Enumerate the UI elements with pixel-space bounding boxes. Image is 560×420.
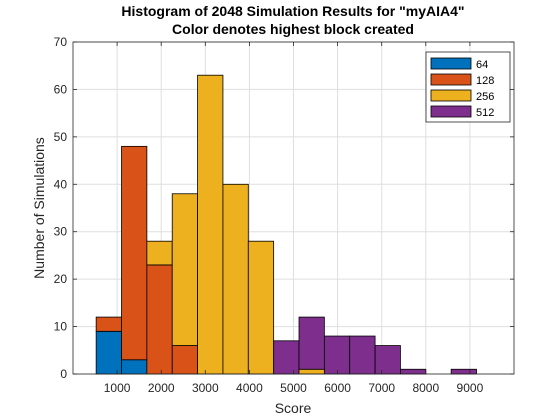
bar-512: [450, 368, 477, 375]
bar-512: [374, 345, 401, 375]
legend-label-256: 256: [476, 91, 494, 103]
bar-64: [121, 359, 148, 375]
bars: [95, 74, 477, 375]
y-tick-label: 50: [54, 130, 68, 144]
y-tick-label: 0: [60, 367, 67, 381]
bar-256: [222, 183, 249, 375]
chart-subtitle: Color denotes highest block created: [172, 21, 414, 37]
legend-label-512: 512: [476, 107, 494, 119]
bar-512: [349, 335, 376, 375]
bar-128: [171, 345, 198, 375]
x-tick-label: 5000: [280, 381, 307, 395]
bar-256: [298, 368, 325, 375]
x-tick-label: 4000: [236, 381, 263, 395]
y-tick-label: 40: [54, 177, 68, 191]
x-tick-label: 6000: [324, 381, 351, 395]
legend-swatch-128: [430, 73, 472, 86]
y-tick-labels: 0 10 20 30 40 50 60 70: [54, 35, 68, 381]
y-tick-label: 60: [54, 82, 68, 96]
y-tick-label: 70: [54, 35, 68, 49]
x-tick-label: 7000: [368, 381, 395, 395]
x-tick-label: 2000: [148, 381, 175, 395]
legend-label-64: 64: [476, 59, 488, 71]
legend: 64 128 256 512: [425, 51, 511, 123]
y-tick-label: 10: [54, 320, 68, 334]
bar-256: [171, 193, 198, 346]
chart-title: Histogram of 2048 Simulation Results for…: [121, 3, 464, 19]
bar-512: [400, 368, 427, 375]
x-tick-label: 8000: [412, 381, 439, 395]
bar-512: [298, 316, 325, 370]
bar-128: [121, 145, 148, 361]
bar-64: [95, 330, 122, 375]
legend-swatch-256: [430, 89, 472, 102]
legend-label-128: 128: [476, 75, 494, 87]
legend-swatch-64: [430, 57, 472, 70]
y-tick-label: 20: [54, 272, 68, 286]
bar-256: [197, 74, 224, 375]
x-tick-label: 9000: [457, 381, 484, 395]
x-tick-labels: 1000 2000 3000 4000 5000 6000 7000 8000 9000: [104, 381, 484, 395]
y-axis-label: Number of Simulations: [31, 137, 47, 279]
x-tick-label: 3000: [192, 381, 219, 395]
legend-swatch-512: [430, 105, 472, 118]
axis-ticks: [73, 41, 514, 375]
bar-256: [146, 240, 173, 266]
bar-512: [323, 335, 351, 375]
bar-256: [247, 240, 275, 375]
bar-512: [273, 340, 300, 375]
y-tick-label: 30: [54, 225, 68, 239]
x-axis-label: Score: [275, 400, 312, 416]
x-tick-label: 1000: [104, 381, 131, 395]
bar-128: [95, 316, 122, 332]
bar-128: [146, 264, 173, 375]
